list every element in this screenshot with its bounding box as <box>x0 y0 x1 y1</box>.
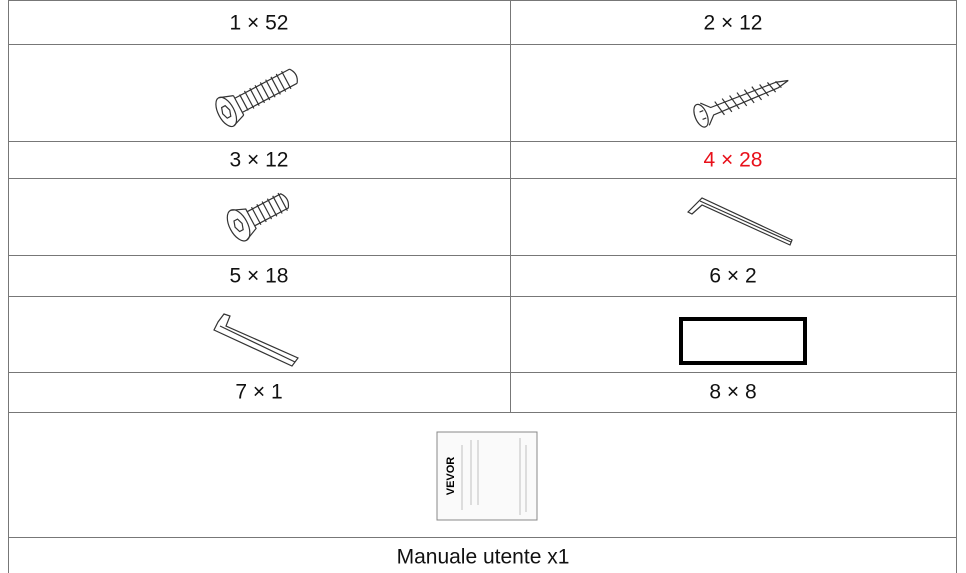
part-label: 4 × 28 <box>704 149 763 172</box>
part-label: 1 × 52 <box>230 12 289 35</box>
part-label: 7 × 1 <box>235 381 282 404</box>
screw-icon <box>693 79 789 128</box>
screw-icon <box>215 68 298 128</box>
manual-brand: VEVOR <box>445 457 457 496</box>
part-label: 5 × 18 <box>230 265 289 288</box>
table-grid <box>8 0 957 573</box>
part-label: 8 × 8 <box>709 381 756 404</box>
part-label: 3 × 12 <box>230 149 289 172</box>
hex-key-icon <box>213 313 299 367</box>
footer-label: Manuale utente x1 <box>397 546 570 569</box>
spacer-icon <box>679 317 807 365</box>
hex-key-icon <box>686 197 793 246</box>
manual-icon: VEVOR <box>436 431 538 521</box>
screw-icon <box>226 192 290 242</box>
part-label: 6 × 2 <box>709 265 756 288</box>
part-label: 2 × 12 <box>704 12 763 35</box>
